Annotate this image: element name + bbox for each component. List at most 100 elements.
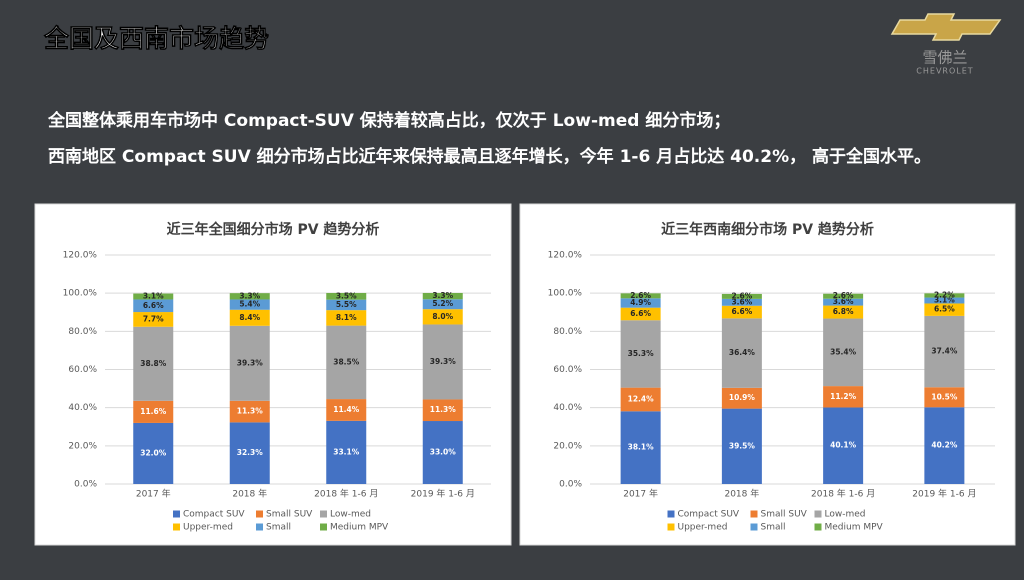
logo-bowtie [890,13,1002,41]
logo-brand: CHEVROLET [916,67,973,76]
data-label: 39.3% [237,358,264,367]
legend-label: Small SUV [266,510,313,520]
data-label: 8.1% [336,313,357,322]
x-tick-label: 2019 年 1-6 月 [411,488,475,500]
data-label: 3.3% [239,291,260,300]
y-tick-label: 100.0% [548,289,583,299]
data-label: 39.3% [430,357,457,366]
data-label: 40.1% [830,441,857,450]
x-tick-label: 2018 年 1-6 月 [811,488,875,500]
data-label: 2.6% [731,291,752,300]
bar-segment [721,387,762,409]
data-label: 6.6% [143,301,164,310]
data-label: 40.2% [931,441,958,450]
x-tick-label: 2018 年 1-6 月 [314,488,378,500]
bar-segment [229,299,270,310]
data-label: 5.2% [432,299,453,308]
data-label: 8.4% [239,313,260,322]
legend-label: Upper-med [678,523,728,533]
data-label: 32.0% [140,448,167,457]
y-tick-label: 100.0% [63,289,98,299]
bar-segment [422,324,463,400]
legend-label: Low-med [330,510,371,520]
legend-swatch [320,510,327,518]
bar-segment [721,318,762,388]
bar-segment [133,400,174,423]
data-label: 11.3% [237,407,264,416]
data-label: 6.6% [731,307,752,316]
data-label: 3.6% [731,297,752,306]
x-tick-label: 2017 年 [136,488,171,500]
y-tick-label: 40.0% [68,403,97,413]
bar-segment [620,293,661,299]
bar-segment [422,399,463,422]
bar-segment [620,298,661,308]
bar-segment [229,422,270,484]
bar-segment [422,421,463,484]
legend-swatch [667,510,675,518]
data-label: 2.6% [630,291,651,300]
bar-segment [924,407,965,484]
bar-segment [422,292,463,300]
legend-swatch [173,523,180,531]
data-label: 10.5% [931,392,958,401]
data-label: 38.1% [628,443,655,452]
data-label: 38.8% [140,359,167,368]
bar-segment [823,318,864,387]
x-tick-label: 2019 年 1-6 月 [912,488,976,500]
bar-segment [823,407,864,484]
bar-segment [721,293,762,299]
bar-segment [326,310,367,326]
data-label: 7.7% [143,314,164,323]
y-tick-label: 0.0% [74,480,97,490]
bar-segment [924,387,965,408]
data-label: 2.6% [833,291,854,300]
y-tick-label: 40.0% [553,403,582,413]
data-label: 3.3% [432,291,453,300]
y-tick-label: 20.0% [68,441,97,451]
bar-segment [229,293,270,300]
data-label: 3.1% [143,292,164,301]
bar-segment [620,411,661,484]
data-label: 3.5% [336,291,357,300]
y-tick-label: 60.0% [68,365,97,375]
data-label: 11.6% [140,407,167,416]
data-label: 6.8% [833,307,854,316]
data-label: 37.4% [931,347,958,356]
legend-swatch [173,510,180,518]
y-tick-label: 0.0% [559,480,582,490]
chart-title: 近三年全国细分市场 PV 趋势分析 [167,221,380,238]
data-label: 36.4% [729,348,756,357]
data-label: 11.3% [430,405,457,414]
legend-label: Small SUV [761,510,808,520]
bar-segment [326,399,367,421]
bar-segment [229,309,270,326]
data-label: 5.5% [336,300,357,309]
bar-segment [133,299,174,313]
data-label: 32.3% [237,448,264,457]
data-label: 33.1% [333,447,360,456]
bar-segment [133,293,174,300]
legend-label: Medium MPV [825,523,884,533]
legend-label: Small [761,523,786,533]
bar-segment [422,309,463,325]
data-label: 3.1% [934,296,955,305]
bar-segment [721,305,762,319]
logo: 雪佛兰 CHEVROLET [890,13,1002,76]
data-label: 11.4% [333,405,360,414]
legend-label: Compact SUV [678,510,740,520]
bar-segment [133,312,174,327]
bar-segment [823,305,864,319]
data-label: 10.9% [729,393,756,402]
bar-segment [422,299,463,310]
bar-segment [620,307,661,321]
y-tick-label: 120.0% [63,251,98,261]
y-tick-label: 80.0% [553,327,582,337]
bar-segment [326,420,367,484]
bar-segment [620,320,661,388]
legend-label: Upper-med [183,523,233,533]
x-tick-label: 2017 年 [623,488,658,500]
data-label: 35.3% [628,349,655,358]
bar-segment [229,325,270,401]
legend-swatch [750,510,758,518]
